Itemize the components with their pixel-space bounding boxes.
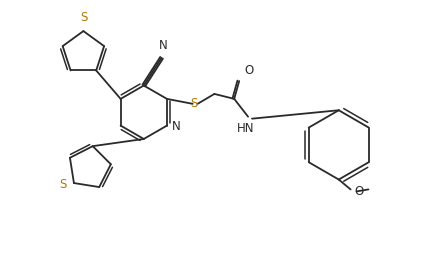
Text: N: N — [172, 120, 181, 133]
Text: O: O — [354, 185, 364, 198]
Text: S: S — [81, 11, 88, 24]
Text: N: N — [159, 39, 168, 52]
Text: HN: HN — [237, 122, 255, 135]
Text: O: O — [244, 64, 253, 77]
Text: S: S — [190, 97, 198, 110]
Text: S: S — [60, 178, 67, 191]
